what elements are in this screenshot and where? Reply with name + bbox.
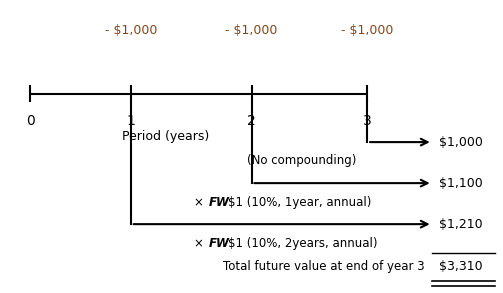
Text: Period (years): Period (years): [122, 130, 210, 143]
Text: ×: ×: [194, 196, 206, 209]
Text: - $1,000: - $1,000: [105, 24, 157, 37]
Text: 1: 1: [126, 114, 135, 128]
Text: FW: FW: [209, 237, 230, 250]
Text: $1,100: $1,100: [439, 177, 482, 190]
Text: (No compounding): (No compounding): [247, 154, 357, 167]
Text: $1,000: $1,000: [439, 136, 482, 149]
Text: ×: ×: [194, 237, 206, 250]
Text: - $1,000: - $1,000: [225, 24, 278, 37]
Text: $1 (10%, 1year, annual): $1 (10%, 1year, annual): [228, 196, 371, 209]
Text: $3,310: $3,310: [439, 260, 482, 273]
Text: $1,210: $1,210: [439, 218, 482, 231]
Text: - $1,000: - $1,000: [341, 24, 393, 37]
Text: Total future value at end of year 3: Total future value at end of year 3: [223, 260, 425, 273]
Text: 3: 3: [363, 114, 372, 128]
Text: 2: 2: [247, 114, 256, 128]
Text: FW: FW: [209, 196, 230, 209]
Text: $1 (10%, 2years, annual): $1 (10%, 2years, annual): [228, 237, 377, 250]
Text: 0: 0: [26, 114, 35, 128]
